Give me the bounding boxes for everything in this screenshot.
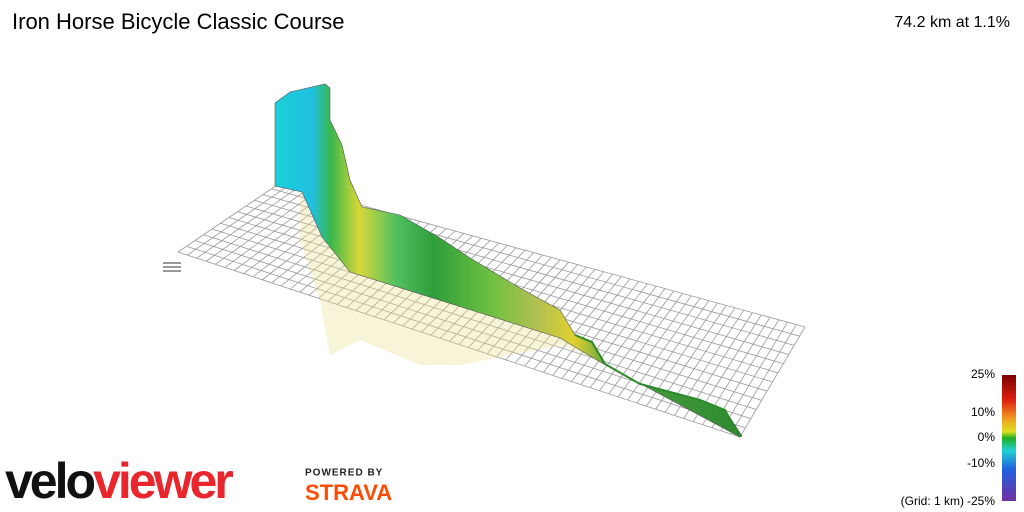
grid-line (203, 234, 757, 410)
logo-start: velo (5, 453, 95, 509)
title: Iron Horse Bicycle Classic Course (12, 9, 345, 34)
color-scale (1002, 375, 1016, 501)
partner: STRAVA (305, 480, 392, 505)
legend-label: 25% (971, 367, 995, 381)
scale-marker (163, 262, 181, 272)
route-line (574, 334, 741, 438)
grid-line (177, 251, 741, 438)
grid-note: (Grid: 1 km) (901, 494, 964, 508)
legend-label: -25% (967, 494, 995, 508)
grid-line (279, 182, 806, 328)
reflection (300, 190, 600, 365)
logo-end: viewer (93, 453, 233, 509)
elevation-wall (274, 83, 743, 438)
grid-line (186, 245, 746, 429)
powered-by: POWERED BY (305, 468, 383, 479)
summary: 74.2 km at 1.1% (894, 14, 1010, 31)
legend-label: 0% (978, 430, 996, 444)
logo: veloviewer (5, 453, 233, 509)
legend-label: -10% (967, 456, 995, 470)
legend-label: 10% (971, 405, 995, 419)
